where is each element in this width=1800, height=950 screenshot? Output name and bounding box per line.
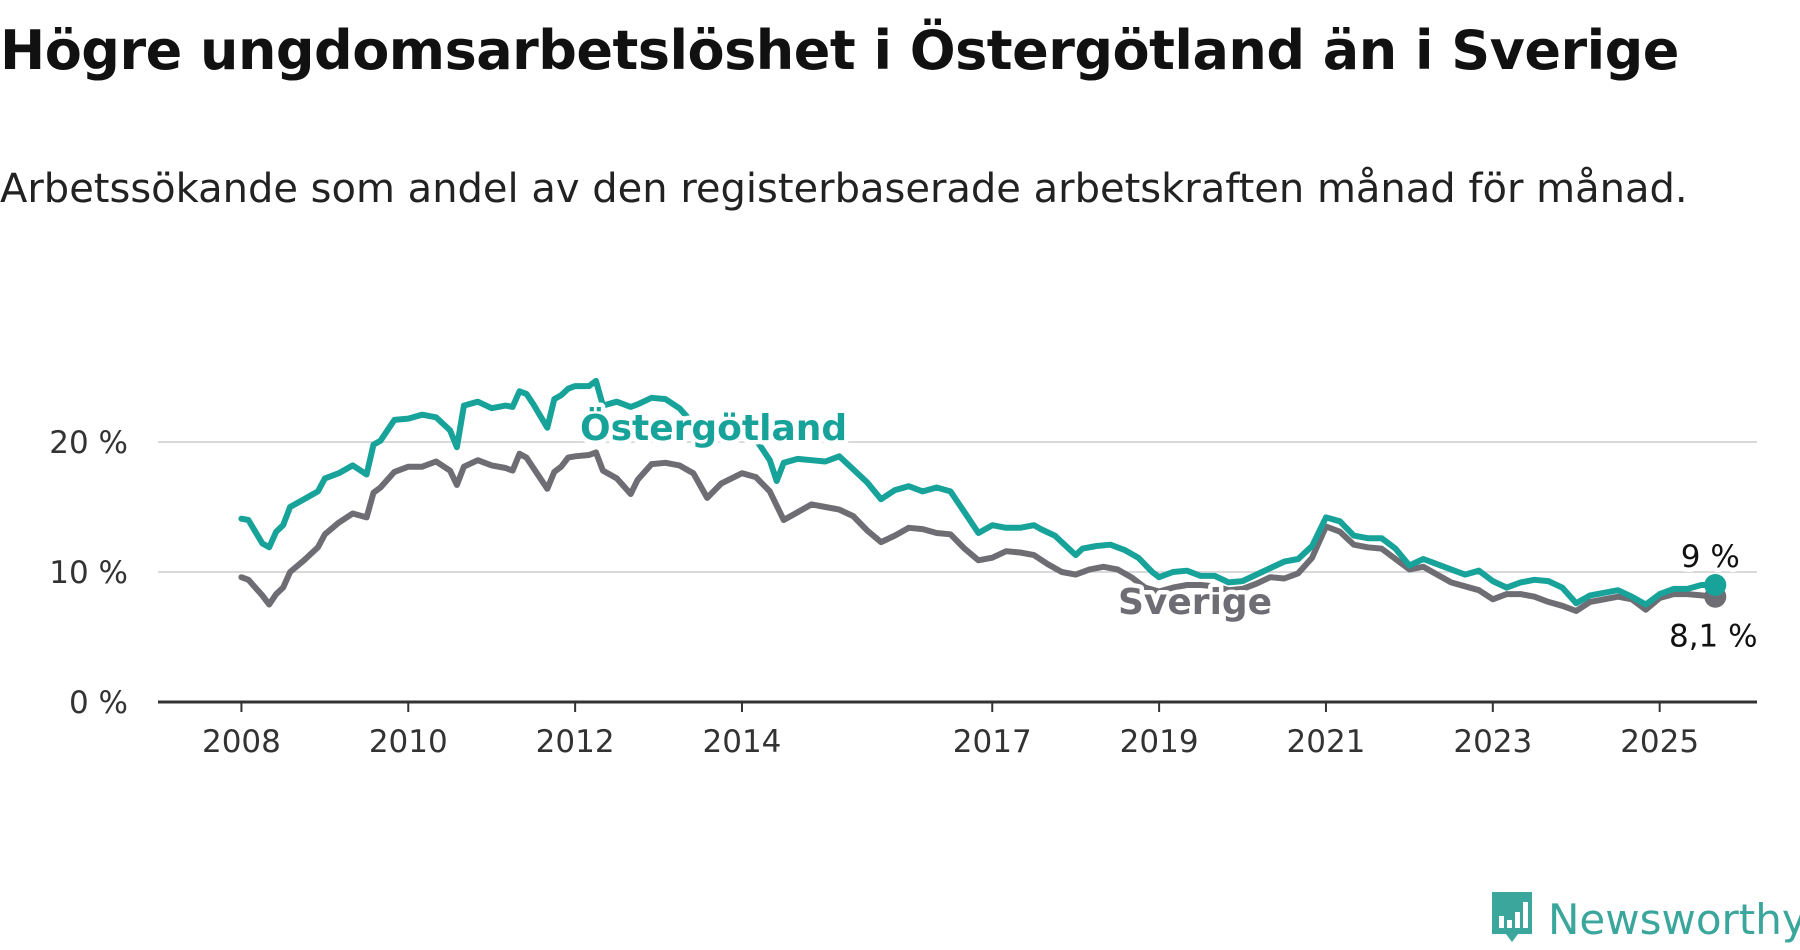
- x-axis: 2008 2010 2012 2014 2017 2019 2021 2023 2025: [202, 702, 1699, 760]
- y-tick-label: 20 %: [49, 425, 128, 461]
- series-line-sverige: [238, 449, 1719, 614]
- gridlines: [158, 441, 1757, 704]
- series-labels: Östergötland Sverige 9 % 8,1 %: [576, 403, 1763, 660]
- x-tick-label: 2025: [1620, 724, 1699, 760]
- newsworthy-logo-text: Newsworthy: [1548, 894, 1800, 944]
- x-tick-label: 2010: [369, 724, 448, 760]
- x-tick-label: 2021: [1287, 724, 1366, 760]
- series-label-sverige: Sverige: [1118, 582, 1272, 623]
- y-axis: 0 % 10 % 20 %: [49, 425, 128, 721]
- series-line-ostergotland: [238, 377, 1719, 608]
- chart-title: Högre ungdomsarbetslöshet i Östergötland…: [0, 19, 1679, 82]
- y-tick-label: 10 %: [49, 555, 128, 591]
- y-tick-label: 0 %: [69, 685, 128, 721]
- newsworthy-logo-icon: [1490, 890, 1534, 948]
- x-tick-label: 2008: [202, 724, 281, 760]
- x-tick-label: 2012: [536, 724, 615, 760]
- end-value-label-ostergotland: 9 %: [1681, 539, 1740, 575]
- chart-subtitle: Arbetssökande som andel av den registerb…: [0, 166, 1688, 212]
- x-tick-label: 2019: [1120, 724, 1199, 760]
- x-tick-label: 2014: [703, 724, 782, 760]
- series-end-point-ostergotland: [1704, 574, 1727, 596]
- x-tick-label: 2017: [953, 724, 1032, 760]
- series-lines: [238, 377, 1727, 614]
- end-value-label-sverige: 8,1 %: [1669, 619, 1758, 655]
- newsworthy-logo[interactable]: Newsworthy: [1490, 888, 1800, 950]
- x-tick-label: 2023: [1453, 724, 1532, 760]
- series-label-ostergotland: Östergötland: [580, 407, 847, 449]
